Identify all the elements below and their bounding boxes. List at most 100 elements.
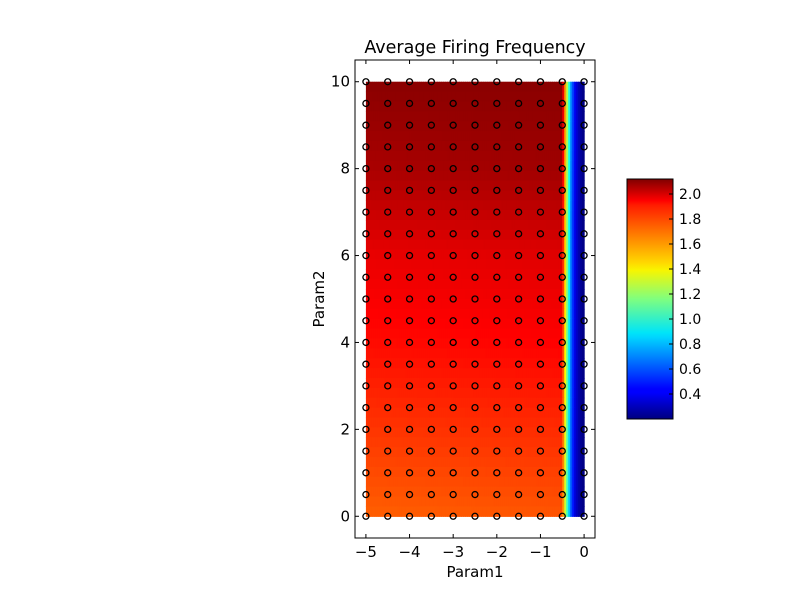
heat-cell [391,219,395,231]
heat-cell [449,457,452,468]
heat-cell [516,387,520,399]
heat-cell [465,81,468,93]
heat-cell [419,358,423,369]
heat-cell [538,81,542,93]
heat-cell [518,121,522,132]
heat-cell [544,427,547,438]
heat-cell [453,150,456,162]
heat-cell [375,229,379,241]
heat-cell [478,121,482,132]
heat-cell [580,81,583,93]
heat-cell [385,397,389,409]
heat-cell [546,407,549,419]
heat-cell [560,308,563,320]
heat-cell [365,239,369,251]
heat-cell [385,368,389,379]
heat-cell [524,506,528,517]
heat-cell [480,338,484,349]
heat-cell [492,328,496,340]
heat-cell [532,101,536,112]
heat-cell [403,427,407,438]
heat-cell [496,417,500,428]
heat-cell [373,150,377,162]
heat-cell [574,131,577,142]
heat-cell [409,81,413,93]
heat-cell [437,150,440,162]
heat-cell [431,457,434,468]
heat-cell [576,239,579,251]
sample-point [471,164,479,173]
heat-cell [457,437,460,448]
heat-cell [546,81,549,93]
heat-cell [578,289,581,300]
heat-cell [437,111,440,122]
heat-cell [488,210,492,221]
heat-cell [568,299,571,310]
heat-cell [528,358,532,369]
heat-cell [554,91,557,103]
heat-cell [469,180,472,191]
heat-cell [526,140,530,152]
heat-cell [409,476,413,488]
heat-cell [439,407,442,419]
heat-cell [538,496,542,507]
heat-cell [518,368,522,379]
heat-cell [556,506,559,517]
heat-cell [423,180,427,191]
heat-cell [365,328,369,340]
heat-cell [504,229,508,241]
heat-cell [544,387,547,399]
heat-cell [498,417,502,428]
sample-point [384,186,392,195]
heat-cell [433,299,436,310]
heat-cell [439,289,442,300]
heat-cell [512,427,516,438]
heat-cell [490,466,494,478]
heat-cell [445,466,448,478]
heat-cell [478,269,482,280]
heat-cell [443,111,446,122]
heat-cell [522,308,526,320]
heat-cell [502,308,506,320]
heat-cell [429,180,432,191]
heat-cell [508,338,512,349]
heat-cell [381,239,385,251]
heat-cell [514,81,518,93]
heat-cell [498,299,502,310]
heat-cell [407,140,411,152]
heat-cell [522,348,526,359]
heat-cell [564,486,567,498]
heat-cell [463,328,466,340]
heat-cell [564,397,567,409]
heat-cell [391,407,395,419]
heat-cell [538,308,542,320]
heat-cell [455,506,458,517]
heat-cell [385,150,389,162]
heat-cell [510,91,514,103]
sample-point [449,99,457,108]
heat-cell [542,131,546,142]
heat-cell [453,140,456,152]
heat-cell [492,269,496,280]
heat-cell [512,150,516,162]
heat-cell [482,318,486,330]
heat-cell [387,259,391,270]
heat-cell [508,378,512,389]
heat-cell [550,397,553,409]
heat-cell [562,358,565,369]
heat-cell [482,447,486,458]
heat-cell [478,368,482,379]
heat-cell [465,180,468,191]
heat-cell [520,368,524,379]
heat-cell [449,91,452,103]
heat-cell [393,506,397,517]
heat-cell [375,466,379,478]
heat-cell [490,121,494,132]
heat-cell [576,101,579,112]
heat-cell [413,91,417,103]
heat-cell [383,308,387,320]
heat-cell [526,81,530,93]
heat-cell [383,219,387,231]
heat-cell [413,407,417,419]
heat-cell [546,160,549,172]
